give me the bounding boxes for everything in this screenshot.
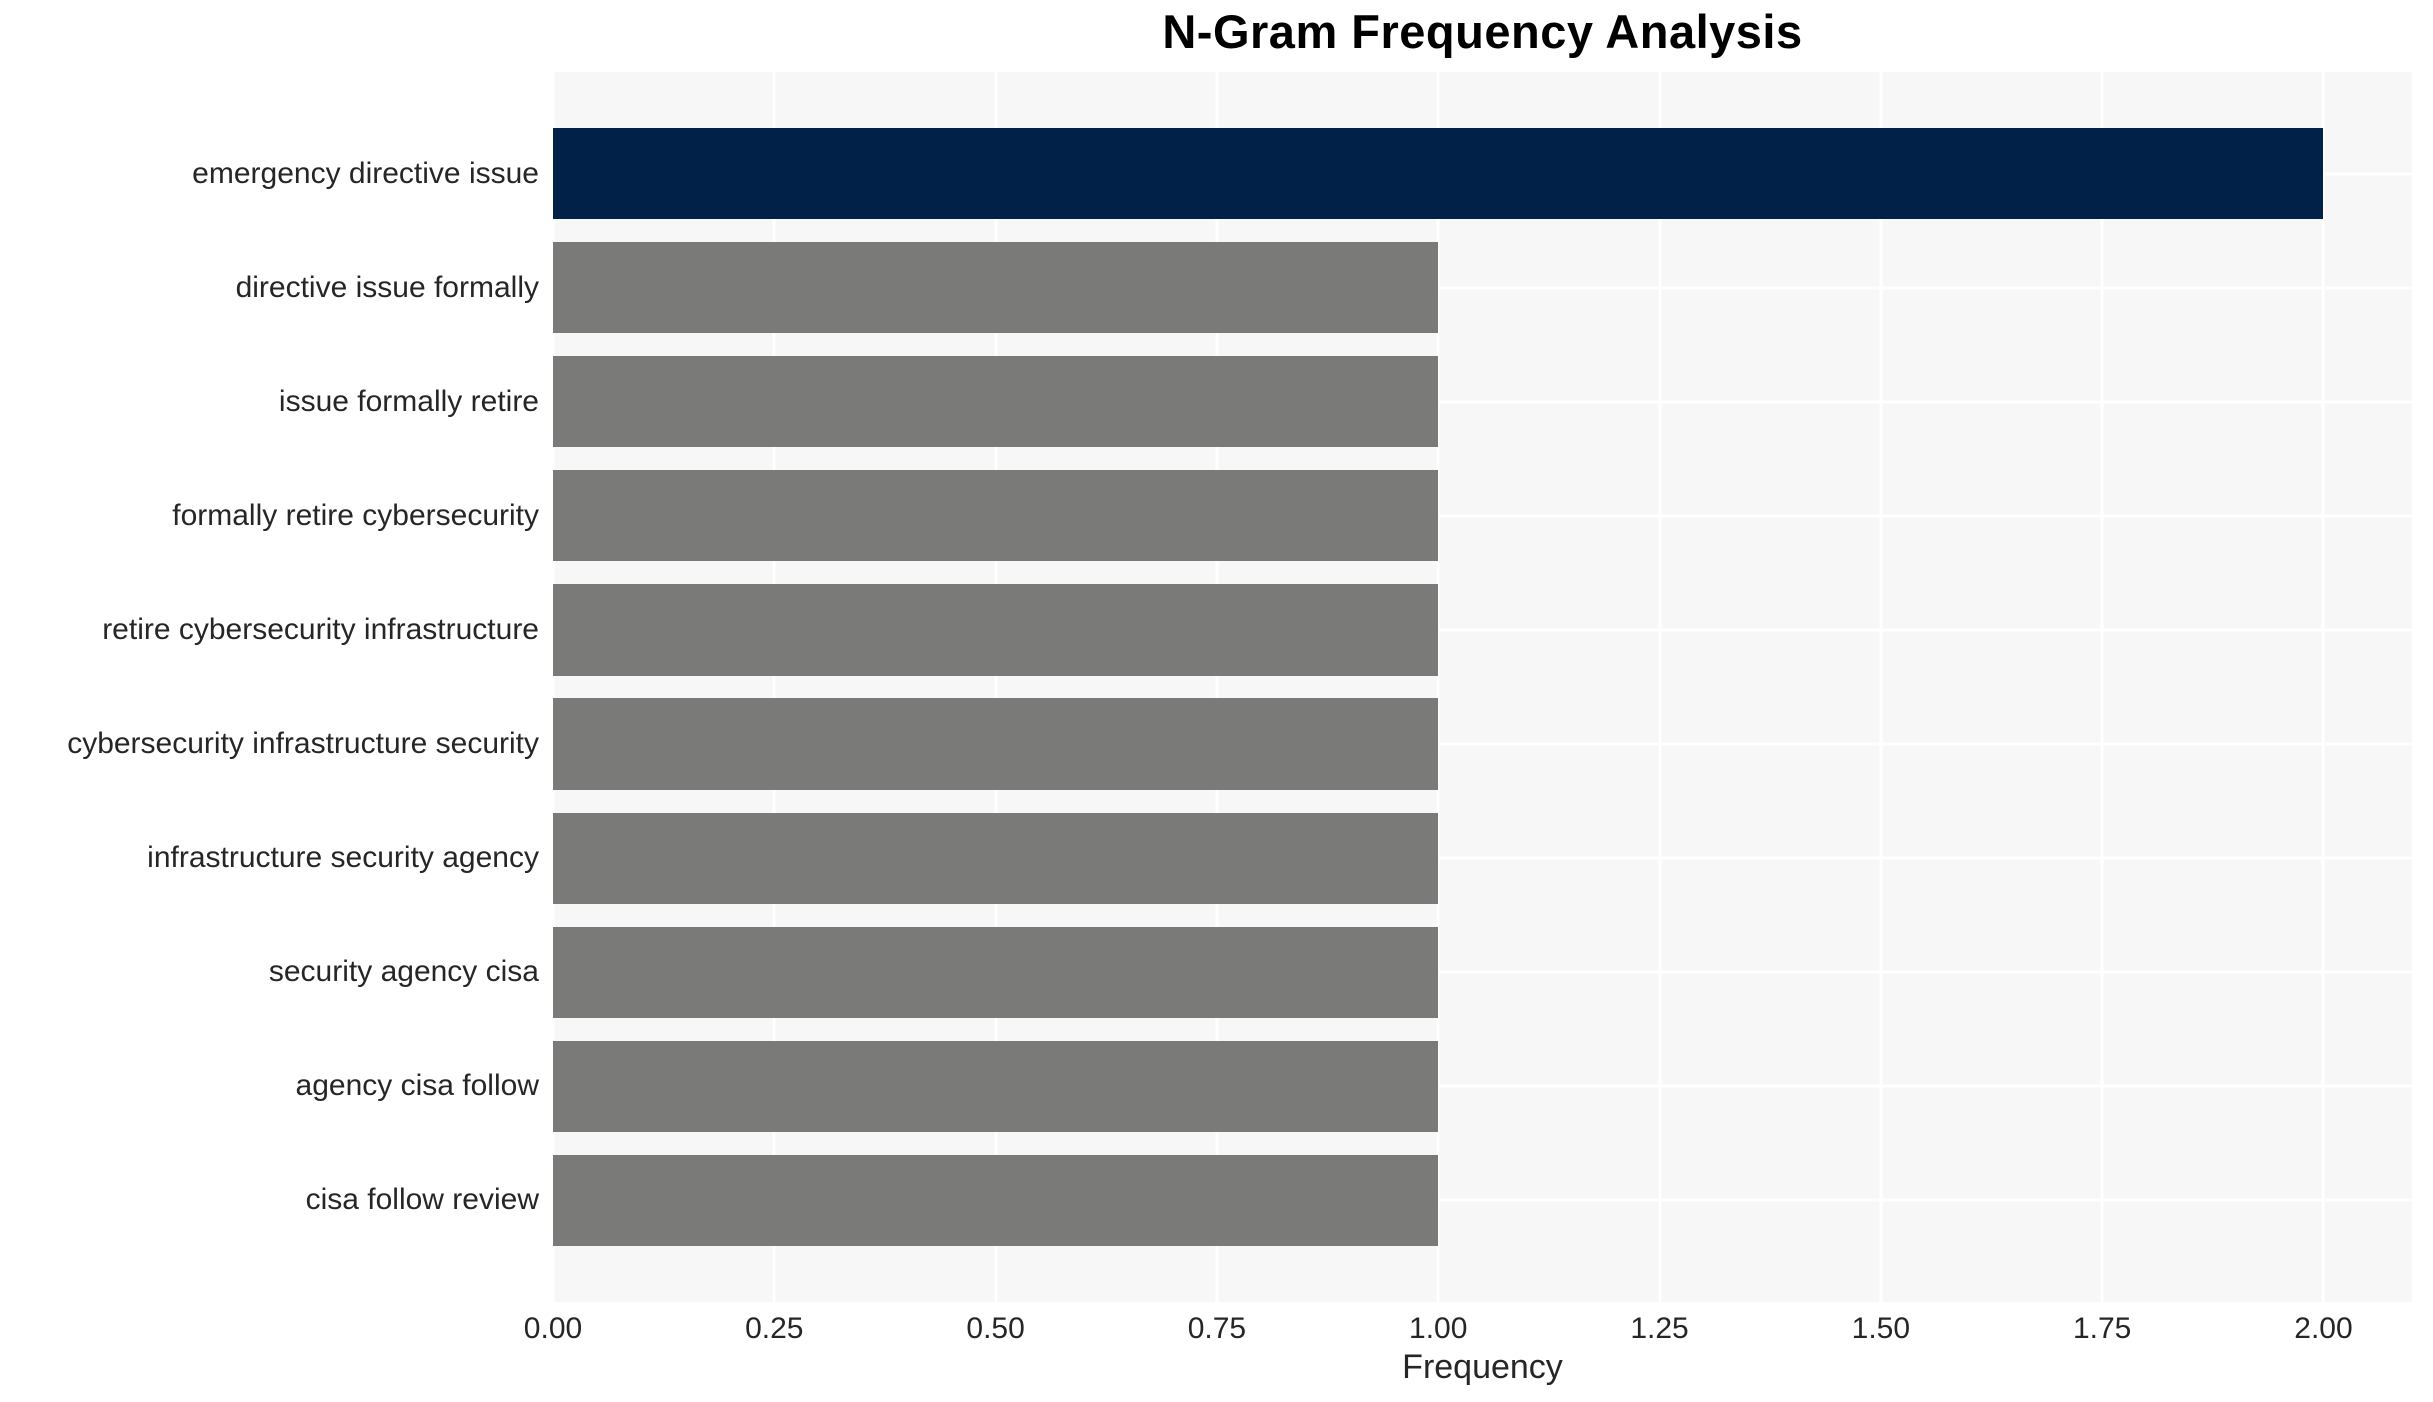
y-axis-category-labels: emergency directive issue directive issue… [0,72,553,1302]
category-label: cisa follow review [305,1183,539,1217]
x-tick-label: 2.00 [2294,1312,2353,1345]
bar [553,1154,1439,1247]
horizontal-gridline [553,628,2412,632]
x-tick-label: 1.00 [1409,1312,1468,1345]
x-tick-label: 0.25 [745,1312,804,1345]
bar [553,242,1439,334]
x-tick-label: 0.50 [966,1312,1025,1345]
x-tick-label: 1.75 [2072,1312,2132,1345]
vertical-gridline [553,72,555,1302]
horizontal-gridline [553,970,2412,974]
x-tick-label: 0.75 [1187,1312,1247,1345]
horizontal-gridline [553,856,2412,860]
vertical-gridline [2100,72,2104,1302]
bar [553,1040,1439,1132]
chart-title: N-Gram Frequency Analysis [1162,5,1803,58]
vertical-gridline [1436,72,1440,1302]
horizontal-gridline [553,1198,2412,1202]
bar [553,584,1439,676]
x-axis-label: Frequency [1402,1348,1563,1386]
category-label: formally retire cybersecurity [172,498,539,532]
category-label: retire cybersecurity infrastructure [102,612,539,646]
vertical-gridline [1215,72,1219,1302]
x-tick-label: 1.25 [1630,1312,1689,1345]
horizontal-gridline [553,742,2412,746]
horizontal-gridline [553,1084,2412,1088]
bar [553,698,1439,790]
vertical-gridline [2321,72,2325,1302]
plot-area [553,72,2412,1302]
category-label: cybersecurity infrastructure security [67,727,539,761]
horizontal-gridline [553,514,2412,518]
bar [553,127,2324,220]
bar [553,926,1439,1018]
vertical-gridline [1658,72,1662,1302]
vertical-gridline [994,72,998,1302]
bar [553,812,1439,904]
category-label: emergency directive issue [192,156,539,190]
x-tick-label: 1.50 [1851,1312,1911,1345]
vertical-gridline [1879,72,1883,1302]
category-label: agency cisa follow [295,1069,539,1103]
category-label: issue formally retire [278,384,539,418]
bar [553,356,1439,448]
x-axis: 0.00 0.25 0.50 0.75 1.00 1.25 1.50 1.75 2.00 [524,1302,2412,1348]
category-label: infrastructure security agency [147,841,539,875]
x-tick-label: 0.00 [523,1312,583,1345]
vertical-gridline [772,72,776,1302]
bar [553,470,1439,562]
category-label: security agency cisa [268,955,539,989]
horizontal-gridline [553,286,2412,290]
category-label: directive issue formally [235,270,539,304]
horizontal-gridline [553,400,2412,404]
